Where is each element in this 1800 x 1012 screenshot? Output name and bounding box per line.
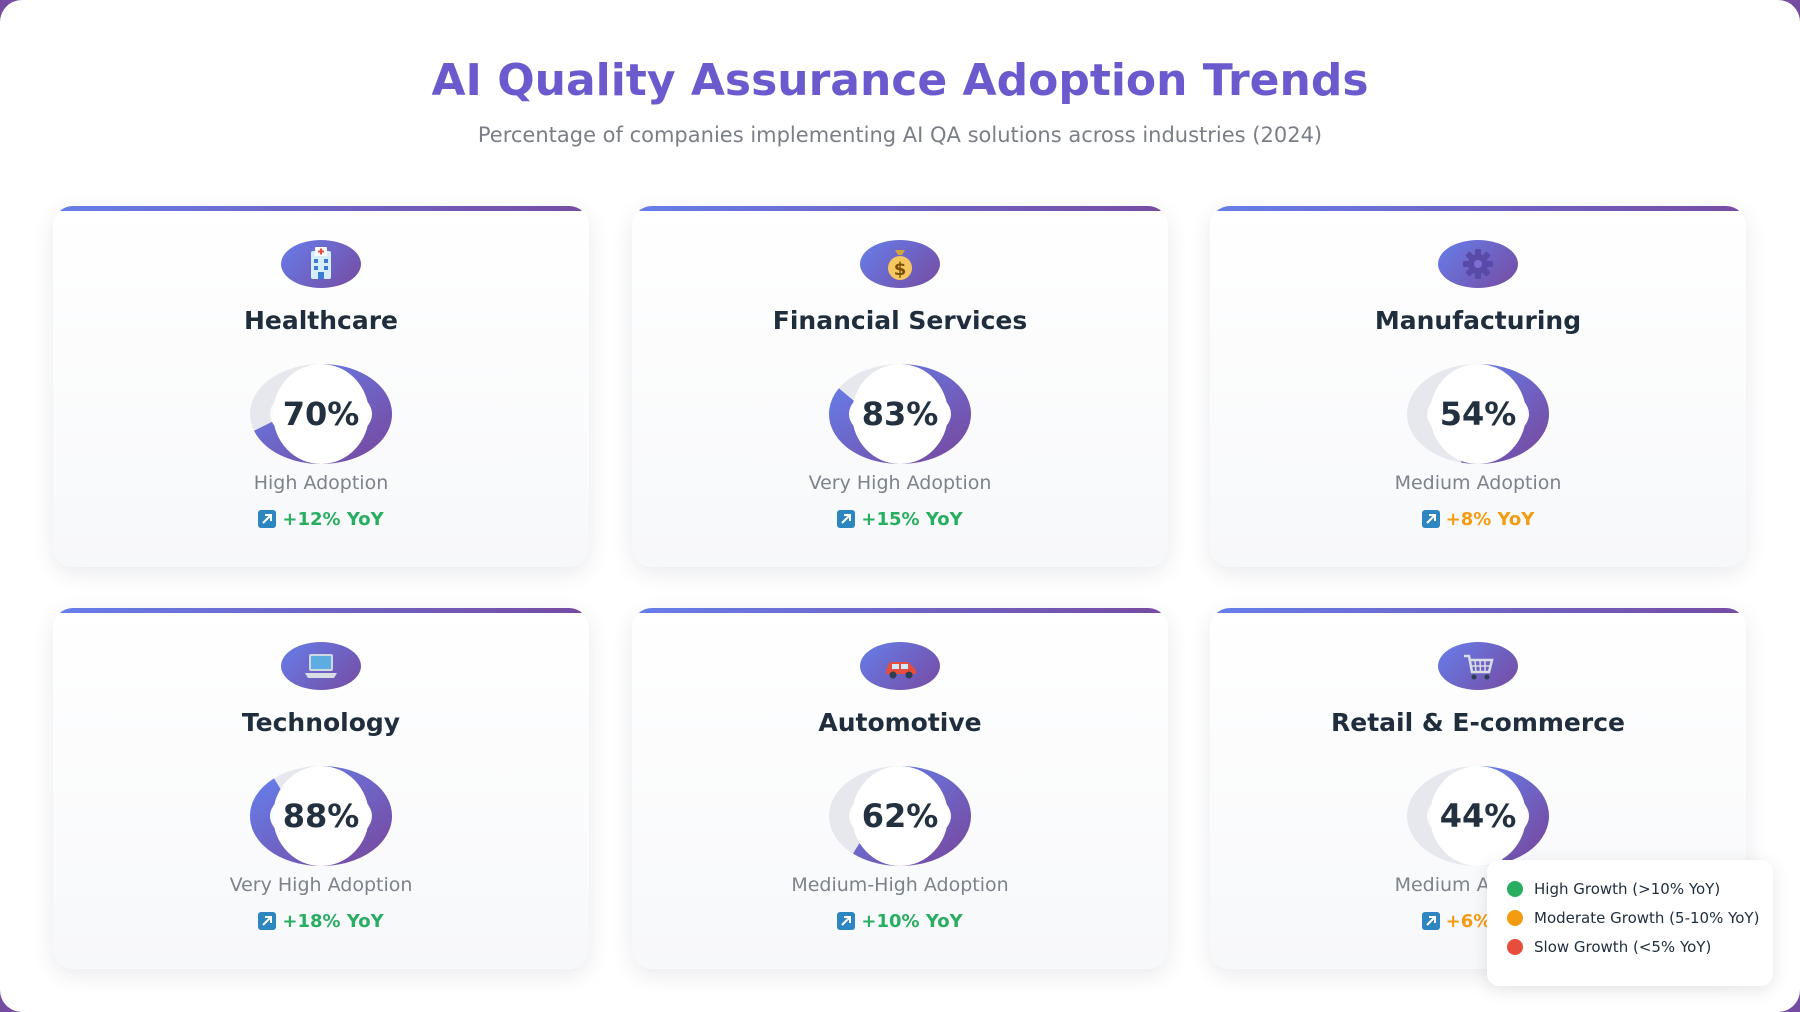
page-title: AI Quality Assurance Adoption Trends — [431, 55, 1369, 106]
industry-name: Retail & E-commerce — [1331, 708, 1625, 737]
industry-name: Healthcare — [243, 306, 399, 335]
adoption-level: Medium Adoption — [1394, 472, 1562, 494]
adoption-ring — [829, 766, 971, 866]
yoy-growth-value: +10% YoY — [861, 911, 963, 932]
adoption-value-label: 54% — [1439, 395, 1517, 433]
card-accent-bar — [1210, 608, 1746, 613]
hospital-icon — [281, 240, 361, 288]
industry-name: Financial Services — [772, 306, 1028, 335]
industry-card: Manufacturing 54% Medium Adoption +8% YoY — [1210, 206, 1746, 567]
shopping-cart-icon — [1438, 642, 1518, 690]
money-bag-icon: $ — [860, 240, 940, 288]
industry-name: Manufacturing — [1374, 306, 1582, 335]
adoption-value-label: 44% — [1439, 797, 1517, 835]
legend-label: Slow Growth (<5% YoY) — [1534, 938, 1712, 956]
card-accent-bar — [632, 608, 1168, 613]
yoy-growth: +12% YoY — [53, 509, 589, 530]
trend-up-arrow-icon — [1421, 912, 1440, 930]
trend-up-arrow-icon — [837, 510, 856, 528]
red-dot-icon — [1507, 939, 1523, 955]
adoption-value-label: 62% — [861, 797, 939, 835]
industry-card: Automotive 62% Medium-High Adoption +10% Yo… — [632, 608, 1168, 969]
trend-up-arrow-icon — [258, 912, 277, 930]
yoy-growth-value: +8% YoY — [1445, 509, 1535, 530]
green-dot-icon — [1507, 881, 1523, 897]
adoption-ring-center — [273, 364, 369, 464]
adoption-value-label: 88% — [282, 797, 360, 835]
gear-icon — [1438, 240, 1518, 288]
adoption-value-label: 70% — [282, 395, 360, 433]
legend-label: High Growth (>10% YoY) — [1534, 880, 1721, 898]
adoption-value-label: 83% — [861, 395, 939, 433]
card-accent-bar — [53, 206, 589, 211]
card-accent-bar — [53, 608, 589, 613]
adoption-ring-center — [852, 364, 948, 464]
adoption-ring-center — [1430, 364, 1526, 464]
yoy-growth-value: +12% YoY — [282, 509, 384, 530]
yoy-growth: +10% YoY — [632, 911, 1168, 932]
page-subtitle: Percentage of companies implementing AI … — [477, 123, 1323, 147]
adoption-ring — [250, 364, 392, 464]
legend-item-slow-growth: Slow Growth (<5% YoY) — [1507, 936, 1711, 958]
trend-up-arrow-icon — [837, 912, 856, 930]
adoption-level: Very High Adoption — [808, 472, 992, 494]
orange-dot-icon — [1507, 910, 1523, 926]
adoption-ring — [829, 364, 971, 464]
car-icon — [860, 642, 940, 690]
industry-card: Technology 88% Very High Adoption +18% YoY — [53, 608, 589, 969]
adoption-ring-center — [273, 766, 369, 866]
adoption-ring-center — [852, 766, 948, 866]
yoy-growth-value: +18% YoY — [282, 911, 384, 932]
adoption-ring — [1407, 364, 1549, 464]
legend-label: Moderate Growth (5-10% YoY) — [1534, 909, 1760, 927]
adoption-level: High Adoption — [253, 472, 389, 494]
card-accent-bar — [1210, 206, 1746, 211]
industry-name: Automotive — [818, 708, 982, 737]
growth-legend: High Growth (>10% YoY) Moderate Growth (… — [1487, 860, 1773, 986]
adoption-ring — [1407, 766, 1549, 866]
industry-name: Technology — [241, 708, 401, 737]
trend-up-arrow-icon — [258, 510, 277, 528]
adoption-ring-center — [1430, 766, 1526, 866]
adoption-ring — [250, 766, 392, 866]
yoy-growth: +8% YoY — [1210, 509, 1746, 530]
trend-up-arrow-icon — [1421, 510, 1440, 528]
adoption-level: Very High Adoption — [229, 874, 413, 896]
legend-item-moderate-growth: Moderate Growth (5-10% YoY) — [1507, 907, 1759, 929]
yoy-growth: +15% YoY — [632, 509, 1168, 530]
yoy-growth: +18% YoY — [53, 911, 589, 932]
industry-card: $ Financial Services 83% Very High Adoption… — [632, 206, 1168, 567]
svg-text:$: $ — [894, 259, 907, 280]
card-accent-bar — [632, 206, 1168, 211]
adoption-level: Medium-High Adoption — [791, 874, 1009, 896]
legend-item-high-growth: High Growth (>10% YoY) — [1507, 878, 1720, 900]
yoy-growth-value: +15% YoY — [861, 509, 963, 530]
laptop-icon — [281, 642, 361, 690]
industry-card: Healthcare 70% High Adoption +12% YoY — [53, 206, 589, 567]
